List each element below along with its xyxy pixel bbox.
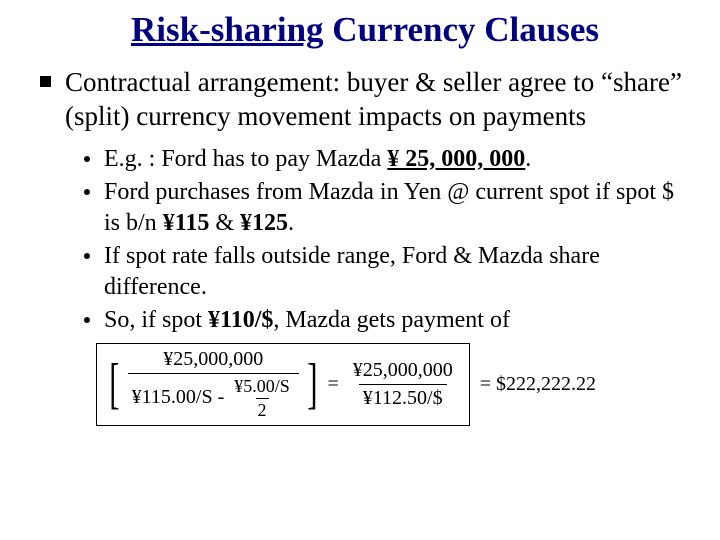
formula-box: [ ¥25,000,000 ¥115.00/S - ¥5.00/S2 ] = ¥… (96, 343, 470, 426)
formula-result: = $222,222.22 (480, 373, 596, 396)
text-frag: . (525, 146, 531, 172)
formula-region: [ ¥25,000,000 ¥115.00/S - ¥5.00/S2 ] = ¥… (96, 343, 690, 426)
fraction-left: ¥25,000,000 ¥115.00/S - ¥5.00/S2 (128, 348, 299, 421)
text-frag: . (288, 210, 294, 236)
list-item: E.g. : Ford has to pay Mazda ¥ 25, 000, … (84, 144, 690, 175)
text-frag: , Mazda gets payment of (273, 307, 510, 333)
yen-amount: ¥ 25, 000, 000 (387, 146, 525, 172)
dot-bullet-icon (84, 317, 90, 323)
numerator: ¥25,000,000 (349, 359, 457, 384)
fraction-right: ¥25,000,000 ¥112.50/$ (349, 359, 457, 410)
text-frag: E.g. : Ford has to pay Mazda (104, 146, 387, 172)
item-text: Ford purchases from Mazda in Yen @ curre… (104, 177, 690, 239)
title-underlined: Risk-sharing (131, 10, 324, 49)
square-bullet-icon (40, 76, 51, 87)
inner-den: 2 (256, 398, 269, 421)
numerator: ¥25,000,000 (159, 348, 267, 373)
item-text: If spot rate falls outside range, Ford &… (104, 241, 690, 303)
den-text: ¥115.00/S - (132, 386, 230, 408)
item-text: So, if spot ¥110/$, Mazda gets payment o… (104, 305, 510, 336)
list-item: So, if spot ¥110/$, Mazda gets payment o… (84, 305, 690, 336)
spot-rate: ¥110/$ (208, 307, 273, 333)
slide-title: Risk-sharing Currency Clauses (40, 10, 690, 50)
denominator: ¥112.50/$ (359, 384, 447, 410)
list-item: Ford purchases from Mazda in Yen @ curre… (84, 177, 690, 239)
bullet-level1: Contractual arrangement: buyer & seller … (40, 66, 690, 134)
denominator: ¥115.00/S - ¥5.00/S2 (128, 373, 299, 421)
yen-low: ¥115 (163, 210, 210, 236)
item-text: E.g. : Ford has to pay Mazda ¥ 25, 000, … (104, 144, 531, 175)
inner-num: ¥5.00/S (232, 376, 292, 398)
level1-text: Contractual arrangement: buyer & seller … (65, 66, 690, 134)
inner-fraction: ¥5.00/S2 (232, 376, 292, 421)
yen-high: ¥125 (240, 210, 288, 236)
left-bracket-icon: [ (109, 356, 119, 412)
formula: [ ¥25,000,000 ¥115.00/S - ¥5.00/S2 ] = ¥… (105, 348, 461, 421)
text-frag: So, if spot (104, 307, 208, 333)
dot-bullet-icon (84, 156, 90, 162)
list-item: If spot rate falls outside range, Ford &… (84, 241, 690, 303)
bullet-level2-list: E.g. : Ford has to pay Mazda ¥ 25, 000, … (84, 144, 690, 337)
text-frag: & (209, 210, 240, 236)
equals-sign: = (327, 373, 338, 396)
title-rest: Currency Clauses (324, 10, 599, 49)
dot-bullet-icon (84, 253, 90, 259)
right-bracket-icon: ] (307, 356, 317, 412)
dot-bullet-icon (84, 189, 90, 195)
